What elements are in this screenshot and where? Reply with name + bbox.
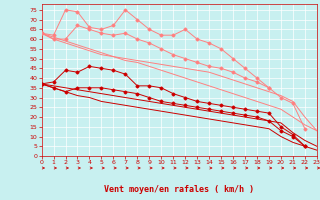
X-axis label: Vent moyen/en rafales ( km/h ): Vent moyen/en rafales ( km/h ) xyxy=(104,185,254,194)
